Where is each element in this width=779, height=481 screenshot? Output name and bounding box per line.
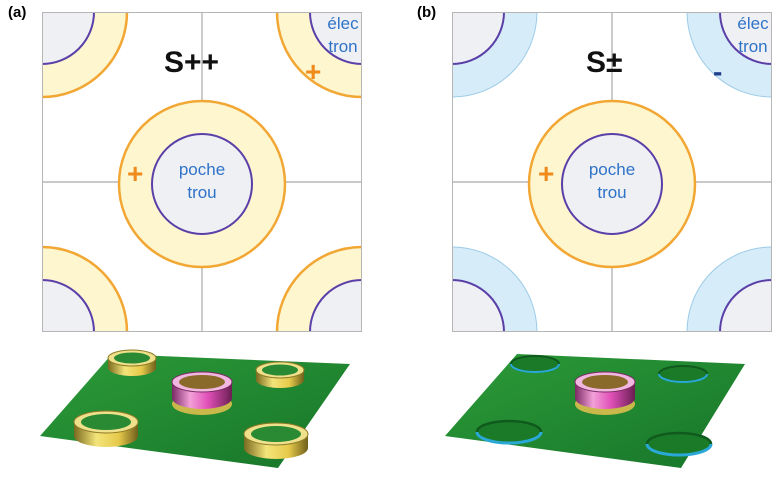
panel-b-hole-sign: + xyxy=(538,158,555,189)
panel-a-hole-label-line2: trou xyxy=(187,183,217,202)
panel-b-electron-label-line1: élec xyxy=(737,14,769,33)
ring-center xyxy=(574,371,636,415)
corner-electron-pocket-top-right xyxy=(686,12,772,98)
panel-b-electron-sign: - xyxy=(713,56,723,87)
panel-b-frame xyxy=(452,12,772,332)
dip-top-left xyxy=(510,355,560,373)
panel-b-fermi-diagram xyxy=(452,12,772,332)
panel-a-frame xyxy=(42,12,362,332)
central-hole-pocket xyxy=(527,99,697,269)
dip-bottom-left xyxy=(475,419,543,445)
panel-b-hole-label-line2: trou xyxy=(597,183,627,202)
ring-bottom-left xyxy=(73,410,139,447)
panel-a-3d-gap-surface xyxy=(40,349,350,468)
panel-a-hole-label-line1: poche xyxy=(178,160,226,179)
corner-electron-pocket-bottom-right xyxy=(686,246,772,332)
ring-top-left xyxy=(107,349,157,376)
panel-b-title: S± xyxy=(586,46,623,79)
panel-a-electron-sign: + xyxy=(305,56,322,87)
panel-a-electron-label-line1: élec xyxy=(327,14,359,33)
ring-center xyxy=(171,371,233,415)
panel-b-hole-label-line1: poche xyxy=(588,160,636,179)
ring-bottom-right xyxy=(243,422,309,459)
panel-a-electron-label-line2: tron xyxy=(328,37,358,56)
panel-a-fermi-diagram xyxy=(42,12,362,332)
corner-electron-pocket-top-left xyxy=(42,12,129,99)
panel-b-electron-label-line2: tron xyxy=(738,37,768,56)
dip-top-right xyxy=(658,365,708,383)
panel-b-label: (b) xyxy=(417,4,437,21)
dip-bottom-right xyxy=(645,431,713,457)
corner-electron-pocket-bottom-left xyxy=(452,246,538,332)
corner-electron-pocket-top-right xyxy=(275,12,362,99)
corner-electron-pocket-bottom-left xyxy=(42,245,129,332)
panel-a-hole-sign: + xyxy=(127,158,144,189)
corner-electron-pocket-bottom-right xyxy=(275,245,362,332)
panel-a-label: (a) xyxy=(8,4,27,21)
panel-b-3d-gap-surface xyxy=(445,354,745,468)
panel-a-title: S++ xyxy=(164,46,220,79)
ring-top-right xyxy=(255,361,305,388)
central-hole-pocket xyxy=(117,99,287,269)
corner-electron-pocket-top-left xyxy=(452,12,538,98)
